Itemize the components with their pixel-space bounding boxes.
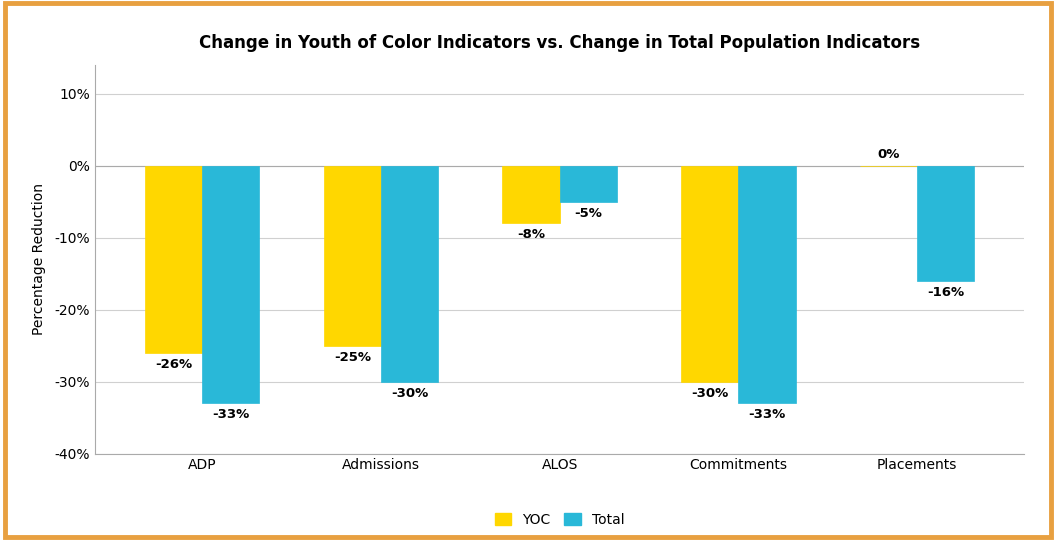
Y-axis label: Percentage Reduction: Percentage Reduction	[33, 183, 46, 335]
Title: Change in Youth of Color Indicators vs. Change in Total Population Indicators: Change in Youth of Color Indicators vs. …	[200, 34, 920, 52]
Bar	[203, 166, 260, 403]
Bar	[145, 166, 203, 353]
Text: -5%: -5%	[574, 207, 602, 220]
Text: -26%: -26%	[155, 358, 192, 371]
Text: -25%: -25%	[334, 350, 371, 363]
Text: -30%: -30%	[391, 387, 428, 400]
Bar	[681, 166, 738, 382]
Bar	[917, 166, 975, 281]
Bar	[324, 166, 381, 346]
Text: -33%: -33%	[212, 408, 249, 421]
Text: -16%: -16%	[927, 286, 964, 299]
Bar	[381, 166, 438, 382]
Bar	[503, 166, 560, 223]
Bar	[560, 166, 617, 201]
Bar	[738, 166, 795, 403]
Legend: YOC, Total: YOC, Total	[489, 507, 630, 532]
Text: -30%: -30%	[692, 387, 729, 400]
Text: 0%: 0%	[878, 148, 900, 161]
Text: -8%: -8%	[517, 228, 545, 241]
Text: -33%: -33%	[749, 408, 786, 421]
